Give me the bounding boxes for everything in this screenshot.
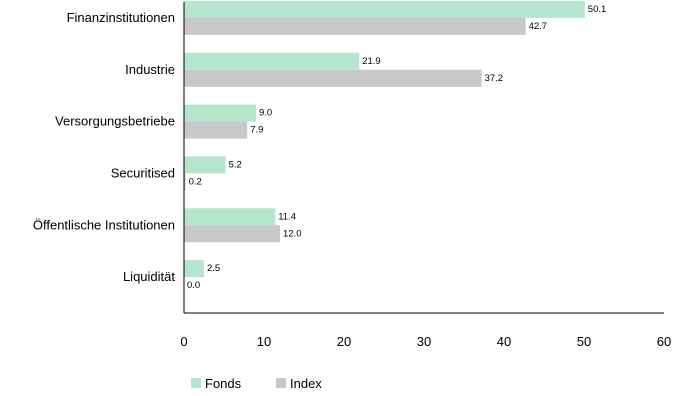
data-label-index: 7.9 [250,125,263,136]
bar-fonds [184,208,276,226]
x-tick-label: 40 [497,334,511,349]
bar-index [184,69,482,87]
category-label: Versorgungsbetriebe [55,114,175,129]
bar-index [184,225,280,243]
data-label-fonds: 2.5 [207,263,220,274]
bar-index [184,173,186,191]
legend-label-index: Index [290,376,322,391]
legend-swatch-fonds [191,378,201,388]
category-label: Liquidität [123,269,175,284]
category-label: Securitised [111,165,175,180]
x-tick-labels: 0 10 20 30 40 50 60 [180,334,671,349]
bar-index [184,121,248,139]
x-tick-label: 0 [180,334,187,349]
bar-fonds [184,0,585,18]
bar-fonds [184,52,360,70]
bar-index [184,17,526,35]
x-tick-label: 50 [577,334,591,349]
bar-fonds [184,104,256,122]
data-label-fonds: 50.1 [588,4,607,15]
legend-swatch-index [276,378,286,388]
bars-group [184,0,585,278]
legend: Fonds Index [191,376,322,391]
x-tick-label: 10 [257,334,271,349]
data-label-fonds: 5.2 [229,159,242,170]
category-label: Finanzinstitutionen [67,10,175,25]
legend-label-fonds: Fonds [205,376,242,391]
category-labels: Finanzinstitutionen Industrie Versorgungsb… [33,10,176,284]
data-label-fonds: 11.4 [278,211,296,222]
category-label: Industrie [125,62,175,77]
data-labels: 50.1 42.7 21.9 37.2 9.0 7.9 5.2 0.2 11.4 12.0 2.5 0… [187,4,606,291]
data-label-fonds: 21.9 [362,56,381,67]
bar-fonds [184,260,204,278]
data-label-index: 0.2 [189,176,202,187]
category-label: Öffentlische Institutionen [33,217,175,232]
x-tick-label: 30 [417,334,431,349]
data-label-fonds: 9.0 [259,108,272,119]
data-label-index: 0.0 [187,280,200,291]
bar-fonds [184,156,226,174]
data-label-index: 12.0 [283,228,302,239]
data-label-index: 37.2 [485,73,504,84]
x-tick-label: 20 [337,334,351,349]
x-tick-label: 60 [657,334,671,349]
data-label-index: 42.7 [529,21,548,32]
